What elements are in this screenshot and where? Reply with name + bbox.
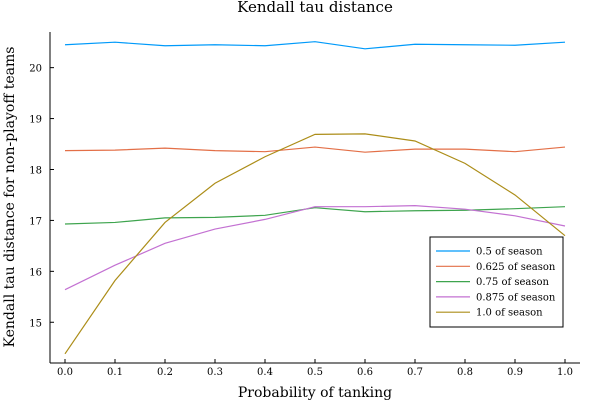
y-tick-label: 16 xyxy=(29,267,42,278)
x-tick-label: 0.6 xyxy=(357,367,373,378)
y-tick-label: 19 xyxy=(29,115,42,126)
y-tick-label: 18 xyxy=(29,165,42,176)
x-tick-label: 0.5 xyxy=(307,367,323,378)
series-line xyxy=(64,133,566,355)
legend-label: 1.0 of season xyxy=(476,308,543,319)
x-tick-label: 1.0 xyxy=(557,367,573,378)
chart-title: Kendall tau distance xyxy=(237,0,393,16)
x-ticks: 0.0 0.1 0.2 0.3 0.4 0.5 0.6 0.7 0.8 0.9 1.0 xyxy=(57,359,573,378)
x-axis-label: Probability of tanking xyxy=(238,385,392,400)
y-tick-label: 20 xyxy=(29,64,42,75)
series-line xyxy=(64,206,566,225)
x-tick-label: 0.8 xyxy=(457,367,473,378)
y-axis-label: Kendall tau distance for non-playoff tea… xyxy=(2,47,18,348)
x-tick-label: 0.3 xyxy=(207,367,223,378)
series-lines xyxy=(64,41,566,355)
series-line xyxy=(64,146,566,153)
legend: 0.5 of season 0.625 of season 0.75 of seas… xyxy=(429,236,564,328)
legend-label: 0.5 of season xyxy=(476,247,543,258)
x-tick-label: 0.1 xyxy=(107,367,123,378)
legend-label: 0.75 of season xyxy=(476,277,550,288)
y-tick-label: 17 xyxy=(29,216,42,227)
x-tick-label: 0.2 xyxy=(157,367,173,378)
x-tick-label: 0.0 xyxy=(57,367,73,378)
series-line xyxy=(64,41,566,50)
x-tick-label: 0.7 xyxy=(407,367,423,378)
series-line xyxy=(64,205,566,291)
x-tick-label: 0.9 xyxy=(507,367,523,378)
legend-label: 0.625 of season xyxy=(476,262,556,273)
y-ticks: 15 16 17 18 19 20 xyxy=(29,64,54,329)
legend-label: 0.875 of season xyxy=(476,292,556,303)
y-tick-label: 15 xyxy=(29,318,42,329)
x-tick-label: 0.4 xyxy=(257,367,273,378)
